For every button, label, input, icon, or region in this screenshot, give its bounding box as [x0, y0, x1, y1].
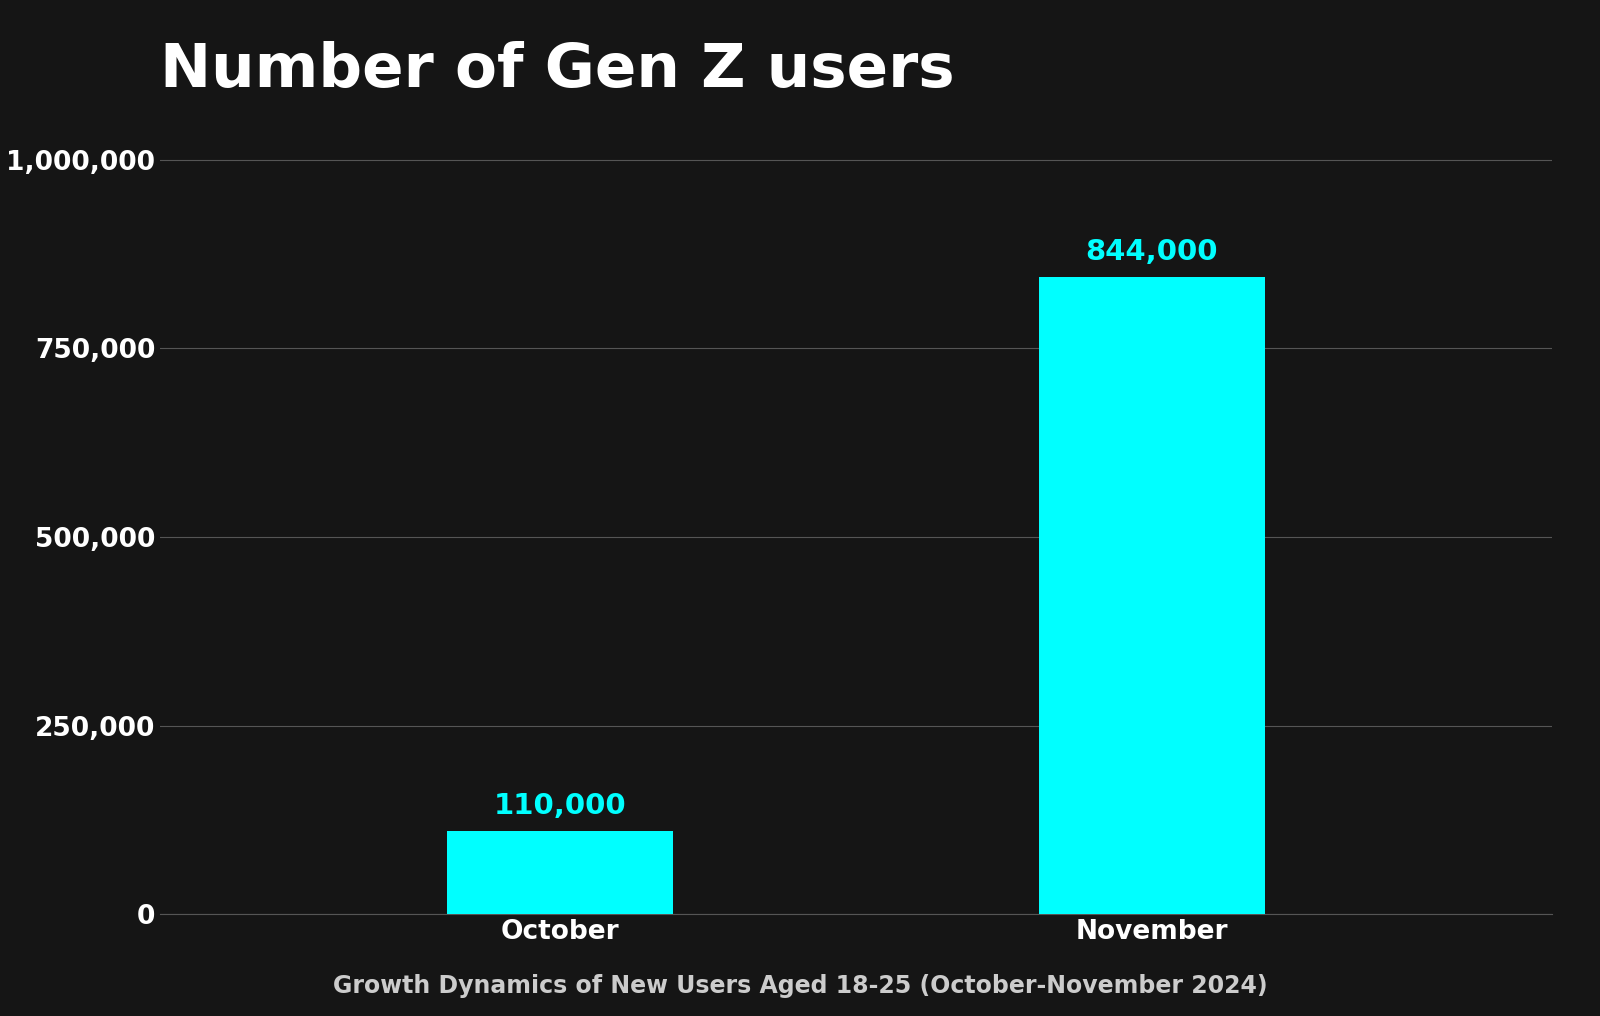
Bar — [1038, 277, 1266, 914]
Text: 844,000: 844,000 — [1085, 238, 1218, 266]
Bar — [446, 831, 674, 914]
Text: Growth Dynamics of New Users Aged 18-25 (October-November 2024): Growth Dynamics of New Users Aged 18-25 … — [333, 973, 1267, 998]
Text: 110,000: 110,000 — [494, 792, 627, 820]
Text: Number of Gen Z users: Number of Gen Z users — [160, 42, 955, 101]
